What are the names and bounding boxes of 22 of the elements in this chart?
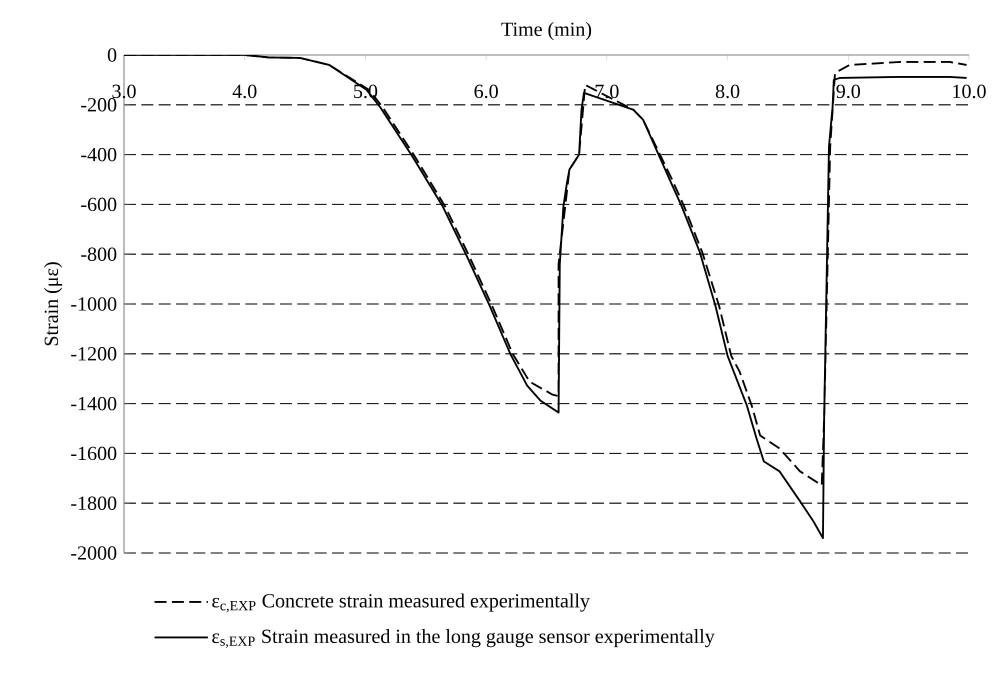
- x-tick-label: 7.0: [596, 84, 619, 98]
- y-tick-label: -1600: [71, 446, 116, 460]
- y-tick-label: -1200: [71, 347, 116, 361]
- y-tick-label: -800: [81, 247, 116, 261]
- y-tick-label: -400: [81, 148, 116, 162]
- legend-label: ε$_{c,EXP}$ Concrete strain measured experimentally: [212, 593, 590, 612]
- x-tick-label: 6.0: [474, 84, 498, 98]
- y-tick-label: -600: [81, 198, 116, 212]
- y-tick-label: -1400: [71, 396, 116, 410]
- y-tick-label: -1800: [71, 496, 116, 510]
- y-tick-label: 0: [108, 48, 116, 62]
- y-axis-title: Strain (με): [44, 262, 62, 346]
- x-tick-label: 4.0: [232, 84, 256, 98]
- x-tick-label: 10.0: [953, 84, 986, 98]
- legend-label: ε$_{s,EXP}$ Strain measured in the long gauge sensor experimentally: [212, 629, 715, 648]
- x-tick-label: 8.0: [716, 84, 740, 98]
- x-tick-label: 3.0: [112, 84, 136, 98]
- y-tick-label: -1000: [71, 297, 116, 311]
- y-tick-label: -200: [81, 98, 116, 112]
- y-tick-label: -2000: [71, 546, 116, 560]
- x-tick-label: 9.0: [836, 84, 860, 98]
- x-axis-title: Time (min): [501, 22, 592, 40]
